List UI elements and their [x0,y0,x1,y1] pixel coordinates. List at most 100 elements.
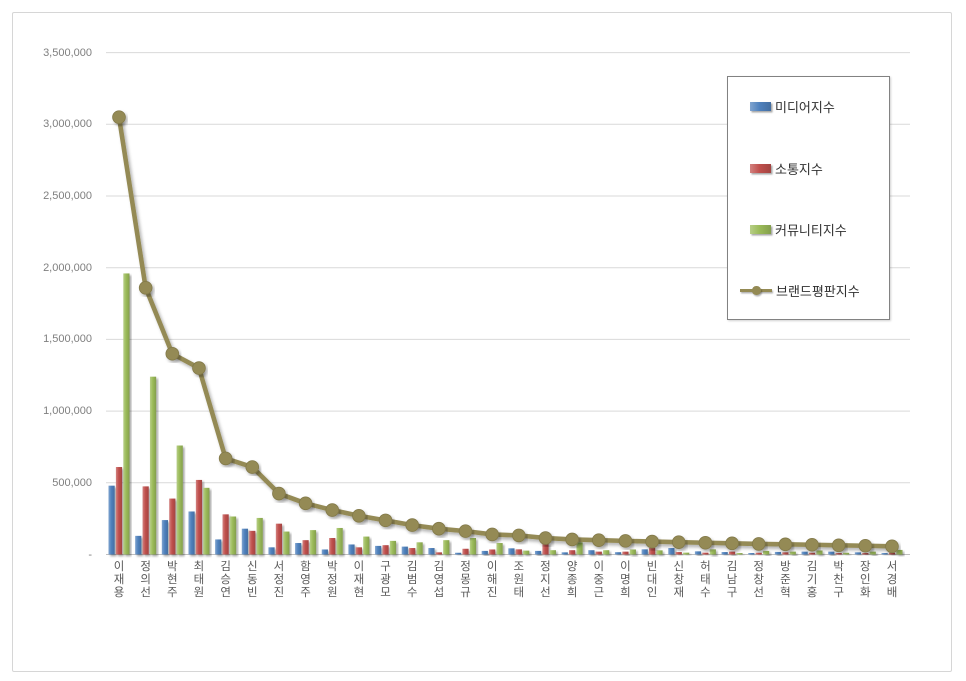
bar-커뮤니티지수 [816,550,823,555]
bar-소통지수 [782,552,789,555]
y-tick-label: 2,000,000 [43,261,92,274]
line-marker [831,538,846,553]
line-marker [805,537,819,552]
bar-소통지수 [702,552,709,555]
bar-미디어지수 [135,535,142,555]
legend-swatch-소통지수 [750,163,771,173]
x-category-label: 박찬구 [833,561,844,599]
bar-미디어지수 [401,546,408,555]
x-category-label: 함영주 [300,561,311,599]
legend-label: 커뮤니티지수 [775,222,847,238]
x-category-label: 이명희 [620,561,631,599]
bar-커뮤니티지수 [443,540,450,555]
bar-소통지수 [222,514,229,555]
legend-swatch-커뮤니티지수 [750,224,771,234]
bar-소통지수 [622,551,629,555]
line-marker [512,528,526,543]
bar-소통지수 [489,549,496,555]
legend-row: 브랜드평판지수 [728,280,889,300]
line-marker [352,508,366,523]
y-tick-label: - [88,548,92,561]
bar-소통지수 [888,552,896,555]
bar-소통지수 [329,538,336,555]
bar-미디어지수 [508,548,515,555]
line-marker [751,537,766,551]
bar-커뮤니티지수 [149,376,157,555]
y-tick-label: 1,000,000 [43,405,92,418]
line-marker [378,513,393,528]
x-category-label: 김승연 [220,561,231,599]
bar-소통지수 [728,551,736,555]
x-category-label: 박정원 [326,561,338,599]
bar-소통지수 [675,552,682,555]
line-marker [725,536,739,551]
bar-미디어지수 [375,545,382,555]
bar-소통지수 [409,548,416,555]
bar-커뮤니티지수 [736,553,743,555]
legend-label: 소통지수 [775,161,823,177]
bar-커뮤니티지수 [656,550,663,555]
bar-커뮤니티지수 [603,550,610,555]
line-marker [591,533,606,547]
bar-커뮤니티지수 [789,551,796,555]
bar-미디어지수 [668,548,675,555]
x-category-label: 정지선 [540,561,551,599]
bar-미디어지수 [241,528,248,555]
x-category-label: 박현주 [167,561,178,599]
bar-미디어지수 [161,520,169,555]
x-category-label: 서경배 [886,561,898,599]
x-category-label: 허태수 [700,561,711,599]
bar-커뮤니티지수 [309,530,317,555]
bar-소통지수 [142,486,149,555]
x-category-label: 조원태 [513,561,525,599]
bar-미디어지수 [188,511,195,555]
bar-미디어지수 [854,552,862,555]
bar-커뮤니티지수 [896,549,903,555]
bar-미디어지수 [348,544,355,555]
bar-소통지수 [755,552,762,555]
bar-커뮤니티지수 [123,273,130,555]
bar-커뮤니티지수 [523,550,530,555]
x-category-label: 정몽규 [460,561,471,599]
x-category-label: 최태원 [193,561,205,599]
x-category-label: 김기홍 [806,561,818,599]
bar-커뮤니티지수 [336,527,343,555]
bar-커뮤니티지수 [496,543,503,555]
bar-커뮤니티지수 [229,516,237,555]
bar-미디어지수 [641,549,648,555]
legend-label: 미디어지수 [775,99,835,115]
bar-소통지수 [302,540,309,555]
bar-미디어지수 [108,485,115,555]
bar-미디어지수 [321,549,328,555]
bar-미디어지수 [748,553,755,555]
legend-line-swatch [740,285,772,295]
legend-label: 브랜드평판지수 [776,283,860,299]
x-category-label: 김남구 [726,561,738,599]
line-marker [538,531,553,545]
bar-미디어지수 [561,552,568,555]
x-category-label: 이중근 [593,561,605,599]
line-marker [858,538,873,553]
line-marker [405,518,420,532]
bar-미디어지수 [481,550,488,555]
bar-커뮤니티지수 [363,536,370,555]
bar-커뮤니티지수 [283,531,290,555]
y-tick-label: 2,500,000 [43,190,92,202]
bar-커뮤니티지수 [763,550,770,555]
line-marker [778,537,793,552]
line-marker [565,532,579,547]
bar-커뮤니티지수 [709,549,716,555]
bar-소통지수 [275,523,283,555]
bar-커뮤니티지수 [549,550,556,555]
bar-커뮤니티지수 [842,552,850,555]
bar-미디어지수 [801,551,808,555]
bar-미디어지수 [268,547,275,555]
line-marker [885,539,899,554]
x-category-label: 장인화 [860,561,871,599]
x-category-label: 김범수 [406,561,418,599]
line-marker [325,503,340,517]
y-tick-label: 3,000,000 [43,118,92,131]
y-tick-label: 1,500,000 [43,333,92,346]
bar-미디어지수 [215,539,222,555]
